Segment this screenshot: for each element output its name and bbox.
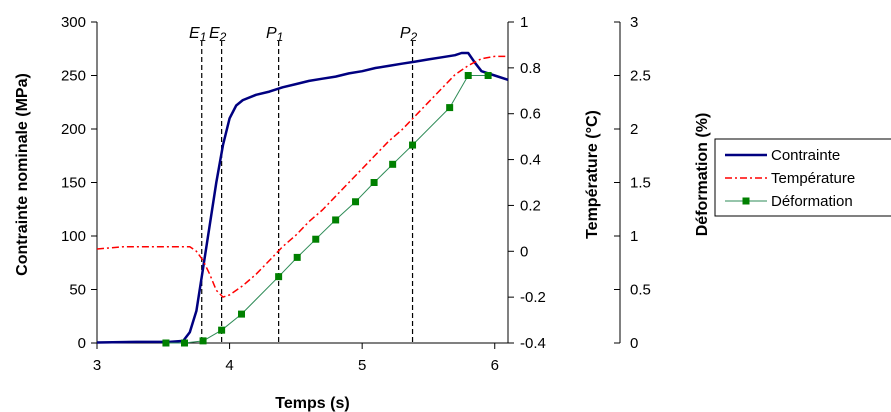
y-tick-label: 100	[61, 228, 86, 245]
y3-tick-label: 0	[630, 335, 638, 352]
x-tick-label: 6	[491, 357, 499, 374]
series-point-deformation	[181, 339, 189, 347]
series-point-deformation	[293, 253, 301, 261]
x-tick-label: 4	[225, 357, 233, 374]
x-axis-label: Temps (s)	[275, 395, 349, 412]
axes: 3 4 5 6 0 50 100 150 200 250 300 -0.4 -0.2 0 0.2 0.4 0.6…	[61, 14, 651, 374]
legend-marker-deformation	[742, 197, 750, 205]
legend-label-deformation: Déformation	[771, 193, 853, 210]
series-line-temperature	[96, 55, 508, 298]
y2-tick-label: 0.2	[520, 197, 541, 214]
y3-tick-label: 1.5	[630, 175, 651, 192]
series-point-deformation	[352, 198, 360, 206]
legend-label-temperature: Température	[771, 170, 855, 187]
series-point-deformation	[370, 179, 378, 186]
series-point-deformation	[484, 72, 492, 79]
series-point-deformation	[238, 310, 246, 318]
marker-label-E1: E1	[189, 25, 206, 44]
y-tick-label: 150	[61, 175, 86, 192]
y-tick-label: 0	[78, 335, 86, 352]
y-tick-label: 250	[61, 68, 86, 85]
series-point-deformation	[275, 273, 283, 281]
axis-labels: Temps (s) Contrainte nominale (MPa) Tempér…	[14, 73, 711, 412]
y-axis-label-temperature: Température (°C)	[584, 110, 601, 239]
series-line-deformation	[165, 75, 489, 344]
marker-label-P2: P2	[400, 25, 418, 44]
series-point-deformation	[312, 235, 320, 243]
y3-tick-label: 0.5	[630, 282, 651, 299]
y3-tick-label: 3	[630, 14, 638, 31]
legend: Contrainte Température Déformation	[714, 138, 891, 217]
series-point-deformation	[162, 339, 170, 347]
y-axis-label-contrainte: Contrainte nominale (MPa)	[14, 73, 31, 276]
x-tick-label: 5	[358, 357, 366, 374]
series-point-deformation	[464, 72, 472, 79]
y2-tick-label: 1	[520, 14, 528, 31]
series-point-deformation	[446, 104, 454, 112]
series	[96, 51, 509, 347]
y2-tick-label: -0.4	[520, 335, 546, 352]
series-point-deformation	[389, 160, 397, 168]
y3-tick-label: 2.5	[630, 68, 651, 85]
vertical-markers: E1 E2 P1 P2	[189, 25, 418, 343]
y3-tick-label: 2	[630, 121, 638, 138]
series-point-deformation	[332, 216, 340, 224]
y2-tick-label: -0.2	[520, 289, 546, 306]
y-tick-label: 300	[61, 14, 86, 31]
y-tick-label: 50	[69, 282, 86, 299]
marker-label-P1: P1	[266, 25, 283, 44]
series-point-deformation	[409, 141, 417, 149]
y3-tick-label: 1	[630, 228, 638, 245]
series-line-contrainte	[96, 51, 509, 344]
y2-tick-label: 0.4	[520, 152, 541, 169]
x-tick-label: 3	[93, 357, 101, 374]
y2-tick-label: 0.6	[520, 106, 541, 123]
marker-label-E2: E2	[209, 25, 227, 44]
y-tick-label: 200	[61, 121, 86, 138]
y-axis-label-deformation: Déformation (%)	[694, 113, 711, 237]
y2-tick-label: 0	[520, 243, 528, 260]
series-point-deformation	[199, 337, 207, 345]
series-point-deformation	[218, 326, 226, 334]
legend-label-contrainte: Contrainte	[771, 147, 840, 164]
y2-tick-label: 0.8	[520, 60, 541, 77]
